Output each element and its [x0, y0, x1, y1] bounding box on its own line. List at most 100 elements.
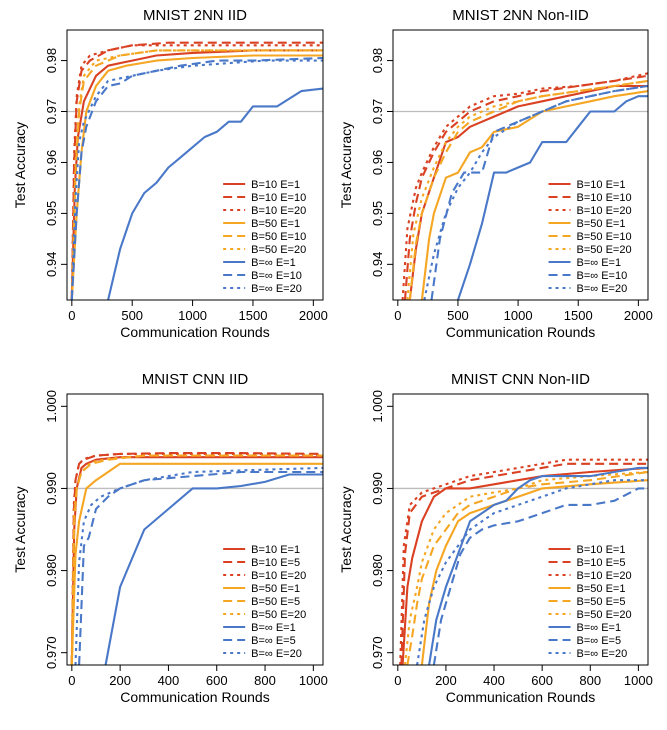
legend-label: B=∞ E=20	[251, 648, 302, 660]
legend-label: B=50 E=20	[251, 609, 306, 621]
x-tick-label: 500	[121, 308, 143, 323]
y-tick-label: 0.970	[370, 636, 385, 669]
legend-label: B=50 E=1	[577, 583, 626, 595]
x-tick-label: 2000	[299, 308, 328, 323]
series-line	[428, 466, 648, 665]
chart-title: MNIST 2NN Non-IID	[452, 7, 589, 24]
y-tick-label: 0.990	[44, 472, 59, 505]
series-line	[70, 462, 323, 665]
legend-label: B=∞ E=1	[577, 257, 622, 269]
series-group	[401, 72, 648, 300]
legend-label: B=50 E=10	[251, 231, 306, 243]
legend-label: B=∞ E=1	[251, 622, 296, 634]
series-group	[70, 452, 323, 665]
y-tick-label: 0.98	[370, 48, 385, 73]
chart-panel-4: MNIST CNN Non-IID 0 200 400 600 800 1000 0.970 0…	[338, 371, 653, 705]
x-tick-label: 0	[68, 673, 75, 688]
legend-label: B=10 E=1	[577, 544, 626, 556]
series-line	[430, 84, 648, 300]
series-line	[70, 454, 323, 665]
x-tick-label: 800	[254, 673, 276, 688]
series-line	[70, 44, 323, 300]
legend-label: B=50 E=5	[577, 596, 626, 608]
legend-label: B=∞ E=1	[577, 622, 622, 634]
y-axis-label: Test Accuracy	[338, 122, 354, 208]
y-axis-label: Test Accuracy	[12, 486, 28, 572]
chart-panel-2: MNIST 2NN Non-IID 0 500 1000 1500 2000 0.94 0.9…	[338, 7, 653, 340]
y-tick-label: 0.98	[44, 48, 59, 73]
legend-label: B=50 E=5	[251, 596, 300, 608]
x-tick-label: 500	[447, 308, 469, 323]
series-line	[70, 49, 323, 300]
y-axis-label: Test Accuracy	[338, 486, 354, 572]
x-axis-label: Communication Rounds	[120, 324, 269, 340]
legend-label: B=10 E=20	[251, 205, 306, 217]
chart-panel-1: MNIST 2NN IID 0 500 1000 1500 2000 0.94 0.95 0.9…	[12, 7, 328, 340]
series-line	[457, 95, 648, 300]
y-tick-label: 0.990	[370, 472, 385, 505]
legend-label: B=∞ E=20	[577, 648, 628, 660]
series-group	[70, 41, 323, 300]
legend-label: B=10 E=1	[577, 179, 626, 191]
series-line	[406, 470, 648, 665]
x-tick-label: 1500	[239, 308, 268, 323]
x-tick-label: 200	[109, 673, 131, 688]
legend-label: B=∞ E=10	[577, 270, 628, 282]
y-tick-label: 1.000	[370, 390, 385, 423]
series-line	[416, 479, 648, 665]
legend-label: B=∞ E=20	[577, 283, 628, 295]
series-line	[408, 79, 648, 300]
chart-panel-3: MNIST CNN IID 0 200 400 600 800 1000 0.970 0.980…	[12, 371, 328, 705]
chart-title: MNIST CNN IID	[142, 371, 249, 388]
y-tick-label: 0.980	[44, 554, 59, 587]
x-axis-label: Communication Rounds	[446, 324, 595, 340]
series-line	[432, 487, 648, 665]
legend-label: B=10 E=10	[577, 192, 632, 204]
x-tick-label: 1000	[299, 673, 328, 688]
series-line	[78, 470, 323, 665]
legend-label: B=50 E=20	[577, 609, 632, 621]
y-tick-label: 0.96	[370, 150, 385, 175]
x-tick-label: 0	[68, 308, 75, 323]
series-group	[399, 458, 648, 665]
x-tick-label: 1000	[624, 673, 653, 688]
x-tick-label: 1000	[504, 308, 533, 323]
y-axis-label: Test Accuracy	[12, 122, 28, 208]
y-tick-label: 0.94	[44, 252, 59, 277]
x-tick-label: 1500	[564, 308, 593, 323]
y-tick-label: 0.96	[44, 150, 59, 175]
series-line	[70, 452, 323, 665]
legend-label: B=10 E=1	[251, 179, 300, 191]
legend: B=10 E=1B=10 E=10B=10 E=20B=50 E=1B=50 E…	[223, 179, 306, 295]
x-tick-label: 0	[394, 673, 401, 688]
legend-label: B=50 E=1	[577, 218, 626, 230]
legend-label: B=∞ E=5	[577, 635, 622, 647]
legend-label: B=50 E=20	[577, 244, 632, 256]
x-tick-label: 2000	[624, 308, 653, 323]
y-tick-label: 0.95	[44, 201, 59, 226]
y-tick-label: 0.97	[370, 99, 385, 124]
legend-label: B=50 E=10	[577, 231, 632, 243]
y-tick-label: 1.000	[44, 390, 59, 423]
y-tick-label: 0.980	[370, 554, 385, 587]
legend-label: B=50 E=1	[251, 583, 300, 595]
series-line	[420, 479, 648, 665]
legend-label: B=10 E=5	[577, 557, 626, 569]
x-tick-label: 0	[394, 308, 401, 323]
x-tick-label: 600	[531, 673, 553, 688]
series-line	[403, 470, 648, 665]
plot-frame	[392, 393, 649, 666]
series-line	[420, 90, 648, 300]
legend-label: B=10 E=10	[251, 192, 306, 204]
x-tick-label: 1000	[178, 308, 207, 323]
series-line	[401, 72, 648, 300]
x-tick-label: 400	[158, 673, 180, 688]
x-tick-label: 400	[483, 673, 505, 688]
legend-label: B=10 E=20	[577, 570, 632, 582]
y-tick-label: 0.94	[370, 252, 385, 277]
legend-label: B=50 E=1	[251, 218, 300, 230]
legend-label: B=∞ E=10	[251, 270, 302, 282]
x-tick-label: 200	[435, 673, 457, 688]
y-tick-label: 0.970	[44, 636, 59, 669]
